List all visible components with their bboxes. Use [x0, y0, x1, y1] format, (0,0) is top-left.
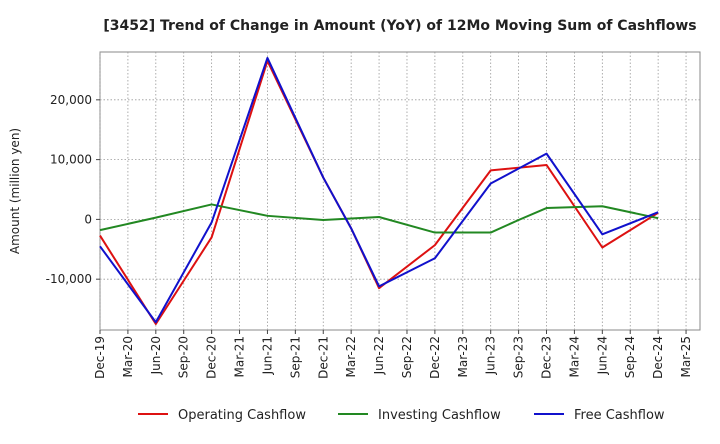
x-tick-label: Dec-19 [93, 336, 107, 379]
chart-title: [3452] Trend of Change in Amount (YoY) o… [103, 18, 696, 34]
x-tick-label: Jun-22 [372, 336, 386, 375]
free-cashflow-line [99, 56, 659, 324]
x-tick-label: Jun-20 [149, 336, 163, 375]
x-tick-label: Mar-23 [456, 336, 470, 377]
grid [99, 52, 700, 330]
x-tick-label: Dec-21 [316, 336, 330, 379]
x-tick-label: Jun-21 [260, 336, 274, 375]
x-tick-label: Mar-24 [567, 336, 581, 377]
x-tick-label: Mar-20 [121, 336, 135, 377]
y-axis-ticks: -10,000 0 10,000 20,000 [46, 93, 100, 286]
investing-cashflow-line [99, 203, 659, 234]
x-tick-label: Jun-24 [595, 336, 609, 375]
y-tick-label: 20,000 [50, 93, 92, 107]
y-tick-label: -10,000 [46, 272, 92, 286]
x-tick-label: Sep-22 [400, 336, 414, 378]
x-tick-label: Mar-22 [344, 336, 358, 377]
y-tick-label: 10,000 [50, 153, 92, 167]
x-tick-label: Sep-24 [623, 336, 637, 378]
x-tick-label: Mar-21 [233, 336, 247, 377]
x-axis-ticks: Dec-19 Mar-20 Jun-20 Sep-20 Dec-20 Mar-21 Jun-… [93, 330, 693, 379]
investing-cashflow-legend-label: Investing Cashflow [378, 408, 501, 423]
x-tick-label: Jun-23 [484, 336, 498, 375]
free-cashflow-legend-label: Free Cashflow [574, 408, 665, 423]
x-tick-label: Dec-23 [540, 336, 554, 379]
x-tick-label: Dec-20 [205, 336, 219, 379]
x-tick-label: Dec-22 [428, 336, 442, 379]
legend: Operating Cashflow Investing Cashflow Free… [138, 408, 665, 423]
x-tick-label: Sep-20 [177, 336, 191, 378]
x-tick-label: Sep-23 [512, 336, 526, 378]
operating-cashflow-legend-label: Operating Cashflow [178, 408, 306, 423]
x-tick-label: Mar-25 [679, 336, 693, 377]
plot-area [99, 51, 701, 331]
y-axis-label: Amount (million yen) [8, 128, 22, 254]
y-tick-label: 0 [84, 212, 92, 226]
x-tick-label: Sep-21 [288, 336, 302, 378]
series-lines [99, 56, 659, 326]
x-tick-label: Dec-24 [651, 336, 665, 379]
